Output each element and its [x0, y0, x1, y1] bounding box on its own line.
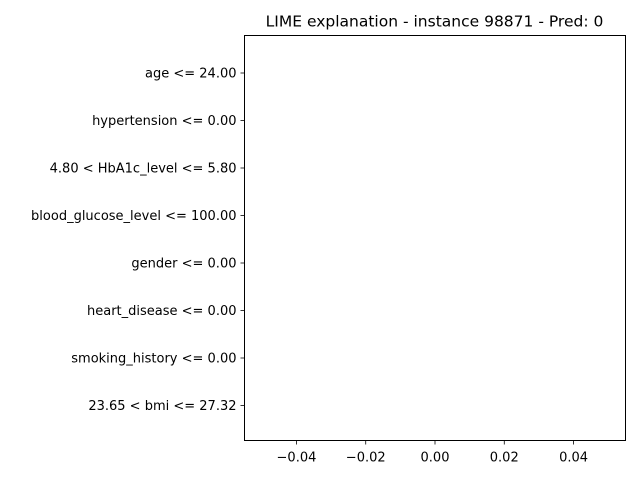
x-tick-label: 0.04 — [559, 451, 588, 466]
x-tick-label: 0.00 — [421, 451, 450, 466]
chart-title: LIME explanation - instance 98871 - Pred… — [266, 13, 604, 31]
x-axis-ticks: −0.04 −0.02 0.00 0.02 0.04 — [277, 440, 588, 466]
x-tick-label: −0.04 — [277, 451, 317, 466]
y-tick-label: hypertension <= 0.00 — [92, 114, 236, 129]
plot-area-frame — [244, 35, 626, 441]
y-tick-label: 4.80 < HbA1c_level <= 5.80 — [50, 162, 237, 177]
y-axis-ticks: age <= 24.00 hypertension <= 0.00 4.80 < H… — [31, 67, 245, 414]
x-tick-label: −0.02 — [346, 451, 386, 466]
y-tick-label: age <= 24.00 — [145, 67, 236, 82]
y-tick-label: heart_disease <= 0.00 — [87, 304, 237, 319]
y-tick-label: smoking_history <= 0.00 — [71, 352, 236, 367]
y-tick-label: blood_glucose_level <= 100.00 — [31, 209, 236, 224]
y-tick-label: gender <= 0.00 — [131, 257, 236, 272]
y-tick-label: 23.65 < bmi <= 27.32 — [88, 399, 236, 414]
x-tick-label: 0.02 — [490, 451, 519, 466]
